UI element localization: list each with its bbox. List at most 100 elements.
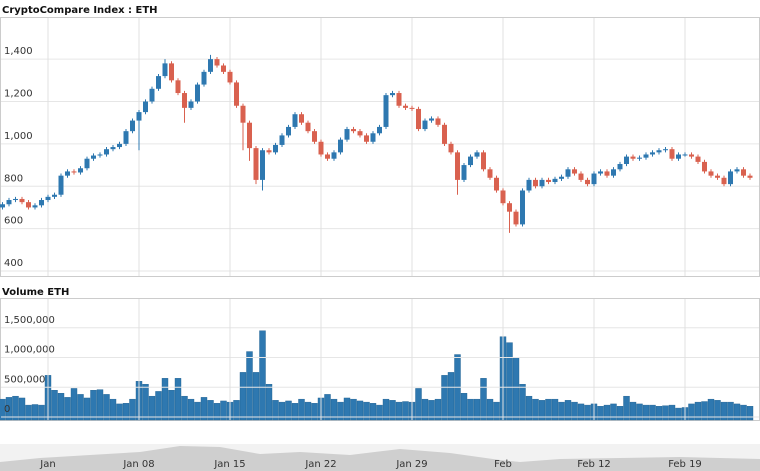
candle-body [494, 177, 499, 191]
volume-bar [70, 388, 78, 421]
candle-body [104, 149, 109, 155]
volume-bar [434, 398, 442, 421]
volume-bar [96, 389, 104, 421]
volume-bar [493, 401, 500, 421]
x-tick-label: Feb 19 [668, 459, 702, 470]
volume-bar [213, 403, 221, 421]
volume-bar [376, 404, 383, 421]
volume-bar [603, 404, 611, 421]
candle-body [253, 148, 259, 180]
volume-bar [538, 400, 546, 421]
volume-bar [142, 384, 149, 421]
volume-bar [733, 403, 741, 421]
volume-bar [558, 401, 565, 421]
candle-body [728, 171, 733, 185]
candle-body [708, 171, 714, 176]
candle-body [149, 88, 155, 102]
y-tick-label: 400 [4, 258, 23, 269]
volume-bar [38, 404, 45, 421]
candle-body [598, 171, 603, 174]
candle-body [292, 114, 298, 127]
volume-bar [181, 395, 188, 421]
candle-body [325, 154, 330, 159]
x-tick-label: Jan 22 [304, 459, 336, 470]
volume-bar [636, 403, 643, 421]
y-tick-label: 1,000 [4, 131, 33, 142]
candle-body [585, 179, 590, 185]
volume-bar [90, 390, 97, 421]
candle-body [611, 169, 616, 176]
volume-bar [662, 405, 669, 421]
volume-bar [356, 400, 364, 421]
candle-body [461, 165, 467, 180]
volume-bar [577, 403, 585, 421]
candle-body [201, 71, 207, 85]
volume-bar [675, 407, 682, 421]
volume-bar [532, 398, 539, 421]
x-tick-label: Jan [39, 459, 55, 470]
candle-body [318, 141, 324, 155]
volume-bar [83, 397, 91, 421]
volume-bar [239, 372, 247, 421]
volume-bar [25, 404, 32, 421]
y-tick-label: 600 [4, 216, 23, 227]
candle-body [227, 71, 233, 83]
candle-body [591, 173, 597, 185]
volume-bar [655, 406, 663, 421]
volume-bar [525, 395, 533, 421]
volume-bar [233, 400, 240, 421]
candle-body [604, 171, 610, 176]
candle-body [58, 175, 64, 195]
volume-bar [369, 403, 377, 421]
volume-bar [155, 391, 162, 421]
volume-bar [415, 388, 422, 421]
candle-body [123, 131, 129, 144]
volume-bar [311, 403, 318, 421]
candle-body [565, 169, 571, 177]
candle-body [331, 152, 337, 159]
volume-bar [174, 378, 182, 421]
volume-bar [616, 406, 624, 421]
volume-bar [740, 404, 747, 421]
candle-body [156, 76, 161, 89]
volume-title: Volume ETH [2, 287, 69, 298]
candle-body [221, 65, 226, 72]
candle-body [448, 143, 454, 153]
volume-bar [31, 404, 39, 421]
volume-bar [571, 401, 578, 421]
volume-bar [161, 378, 169, 421]
volume-bar [447, 372, 455, 421]
candle-body [578, 173, 584, 180]
volume-bar [707, 398, 715, 421]
volume-bar [259, 330, 266, 421]
candle-body [71, 171, 77, 173]
volume-bar [324, 394, 331, 421]
candle-body [572, 169, 577, 174]
volume-bar [109, 398, 117, 421]
volume-bar [720, 401, 728, 421]
candle-body [617, 164, 623, 170]
candle-body [182, 93, 187, 108]
candle-body [26, 202, 31, 208]
volume-bar [506, 342, 513, 421]
candle-body [624, 156, 629, 165]
volume-bar [688, 403, 695, 421]
candle-body [377, 126, 382, 134]
candle-body [702, 161, 707, 172]
volume-bar [564, 400, 572, 421]
candle-body [130, 120, 135, 132]
volume-bar [460, 393, 468, 421]
volume-bar [272, 400, 279, 421]
volume-bar [363, 401, 370, 421]
volume-bar [116, 403, 123, 421]
y-tick-label: 800 [4, 173, 23, 184]
candle-body [6, 200, 12, 205]
candle-body [539, 179, 545, 187]
volume-bar [584, 404, 591, 421]
volume-bar [519, 384, 526, 421]
volume-bar [51, 390, 58, 421]
candle-body [117, 143, 122, 148]
candle-body [188, 101, 194, 108]
candle-body [162, 63, 168, 77]
y-tick-label: 1,400 [4, 46, 33, 57]
